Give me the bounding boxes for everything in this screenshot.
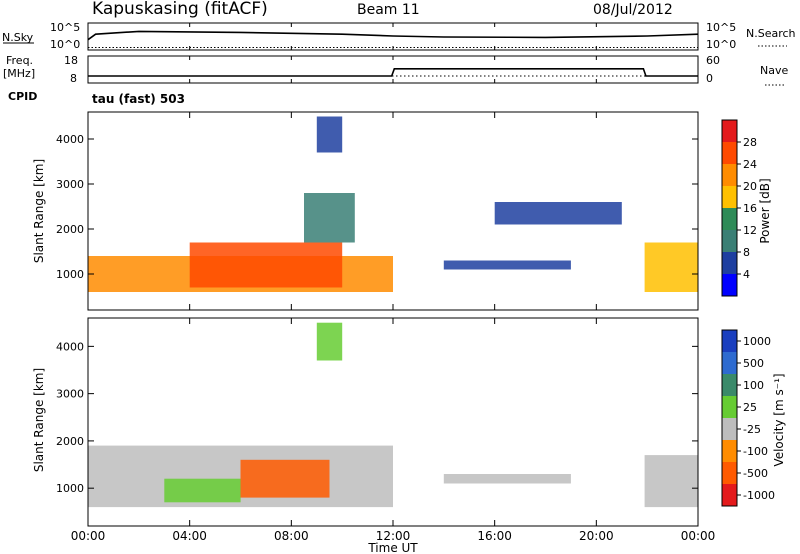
power-ytick-label: 3000 xyxy=(56,178,84,191)
velocity-region-2 xyxy=(240,459,330,498)
power-ytick-label: 2000 xyxy=(56,223,84,236)
power-region-5 xyxy=(494,202,622,225)
power-region-4 xyxy=(443,260,571,270)
velocity-colorbar-frame xyxy=(721,329,738,507)
power-colorbar-label-6: 4 xyxy=(743,268,750,281)
velocity-colorbar-segment xyxy=(722,418,737,441)
freq-right-tick-bottom: 0 xyxy=(706,72,713,85)
freq-left-tick-bottom: 8 xyxy=(70,72,77,85)
power-colorbar-segment xyxy=(722,142,737,165)
velocity-colorbar-segment xyxy=(722,374,737,397)
noise-right-label: N.Search xyxy=(746,27,796,40)
power-colorbar-label: Power [dB] xyxy=(758,178,772,243)
power-ytick-label: 1000 xyxy=(56,268,84,281)
velocity-region-1 xyxy=(164,478,241,503)
xtick-label-1: 04:00 xyxy=(172,529,207,543)
xtick-label-3: 12:00 xyxy=(376,529,411,543)
velocity-ytick-label: 2000 xyxy=(56,435,84,448)
xtick-label-6: 00:00 xyxy=(681,529,716,543)
cpid-mode: tau (fast) 503 xyxy=(92,92,185,106)
velocity-yaxis: 4000 3000 2000 1000 xyxy=(56,340,698,495)
velocity-colorbar-segment xyxy=(722,330,737,353)
velocity-colorbar-segment xyxy=(722,462,737,485)
velocity-colorbar-label-6: -500 xyxy=(743,467,768,480)
velocity-colorbar-segment xyxy=(722,484,737,507)
freq-label-1: Freq. xyxy=(6,54,33,67)
velocity-region-5 xyxy=(644,455,698,508)
velocity-region-3 xyxy=(316,322,343,361)
velocity-colorbar-label-1: 500 xyxy=(743,357,764,370)
velocity-colorbar-label: Velocity [m s⁻¹] xyxy=(772,373,786,466)
power-region-2 xyxy=(304,193,355,243)
xtick-label-5: 20:00 xyxy=(579,529,614,543)
xtick-label-4: 16:00 xyxy=(477,529,512,543)
velocity-colorbar-label-2: 100 xyxy=(743,379,764,392)
power-colorbar-segment xyxy=(722,208,737,231)
power-colorbar-segment xyxy=(722,274,737,297)
velocity-colorbar-label-0: 1000 xyxy=(743,335,771,348)
noise-right-tick-top: 10^5 xyxy=(706,21,736,34)
power-ylabel: Slant Range [km] xyxy=(32,159,46,263)
noise-left-tick-bottom: 10^0 xyxy=(50,38,80,51)
xaxis-label: Time UT xyxy=(367,541,418,554)
velocity-colorbar-segment xyxy=(722,440,737,463)
velocity-colorbar-segment xyxy=(722,352,737,375)
freq-left-tick-top: 18 xyxy=(64,54,78,67)
freq-series-line xyxy=(88,68,698,77)
beam-title: Beam 11 xyxy=(357,2,420,18)
power-colorbar-label-1: 24 xyxy=(743,158,757,171)
station-title: Kapuskasing (fitACF) xyxy=(92,0,268,19)
power-colorbar-segment xyxy=(722,120,737,143)
power-colorbar-segment xyxy=(722,230,737,253)
velocity-colorbar-label-5: -100 xyxy=(743,445,768,458)
velocity-ylabel: Slant Range [km] xyxy=(32,368,46,472)
power-region-3 xyxy=(316,116,343,153)
velocity-ytick-label: 4000 xyxy=(56,340,84,353)
time-axis: 00:00 04:00 08:00 12:00 16:00 20:00 00:00 xyxy=(71,23,716,543)
power-region-1 xyxy=(189,242,343,288)
velocity-colorbar-label-7: -1000 xyxy=(743,489,775,502)
velocity-colorbar-segment xyxy=(722,396,737,419)
power-colorbar-segment xyxy=(722,252,737,275)
freq-right-tick-top: 60 xyxy=(706,54,720,67)
freq-label-2: [MHz] xyxy=(3,67,35,80)
power-heatmap xyxy=(88,116,698,292)
power-colorbar-label-2: 20 xyxy=(743,180,757,193)
xtick-label-0: 00:00 xyxy=(71,529,106,543)
noise-series-line xyxy=(87,30,699,41)
power-colorbar-label-4: 12 xyxy=(743,224,757,237)
power-colorbar-label-5: 8 xyxy=(743,246,750,259)
cpid-label: CPID xyxy=(8,90,37,103)
velocity-colorbar: 1000 500 100 25 -25 -100 -500 -1000 xyxy=(721,329,775,507)
velocity-heatmap xyxy=(88,322,698,508)
velocity-ytick-label: 1000 xyxy=(56,482,84,495)
power-colorbar-segment xyxy=(722,164,737,187)
velocity-colorbar-label-4: -25 xyxy=(743,423,761,436)
power-ytick-label: 4000 xyxy=(56,133,84,146)
power-yaxis: 4000 3000 2000 1000 xyxy=(56,133,698,281)
power-colorbar-label-3: 16 xyxy=(743,202,757,215)
power-region-6 xyxy=(644,242,698,292)
power-colorbar-segment xyxy=(722,186,737,209)
velocity-colorbar-label-3: 25 xyxy=(743,401,757,414)
nave-label: Nave xyxy=(760,64,788,77)
power-colorbar-label-0: 28 xyxy=(743,136,757,149)
velocity-region-4 xyxy=(443,474,571,484)
noise-left-tick-top: 10^5 xyxy=(50,21,80,34)
power-colorbar: 28 24 20 16 12 8 4 xyxy=(721,119,757,297)
date-title: 08/Jul/2012 xyxy=(593,2,673,18)
noise-left-label: N.Sky xyxy=(2,31,34,44)
velocity-ytick-label: 3000 xyxy=(56,388,84,401)
xtick-label-2: 08:00 xyxy=(274,529,309,543)
noise-right-tick-bottom: 10^0 xyxy=(706,38,736,51)
